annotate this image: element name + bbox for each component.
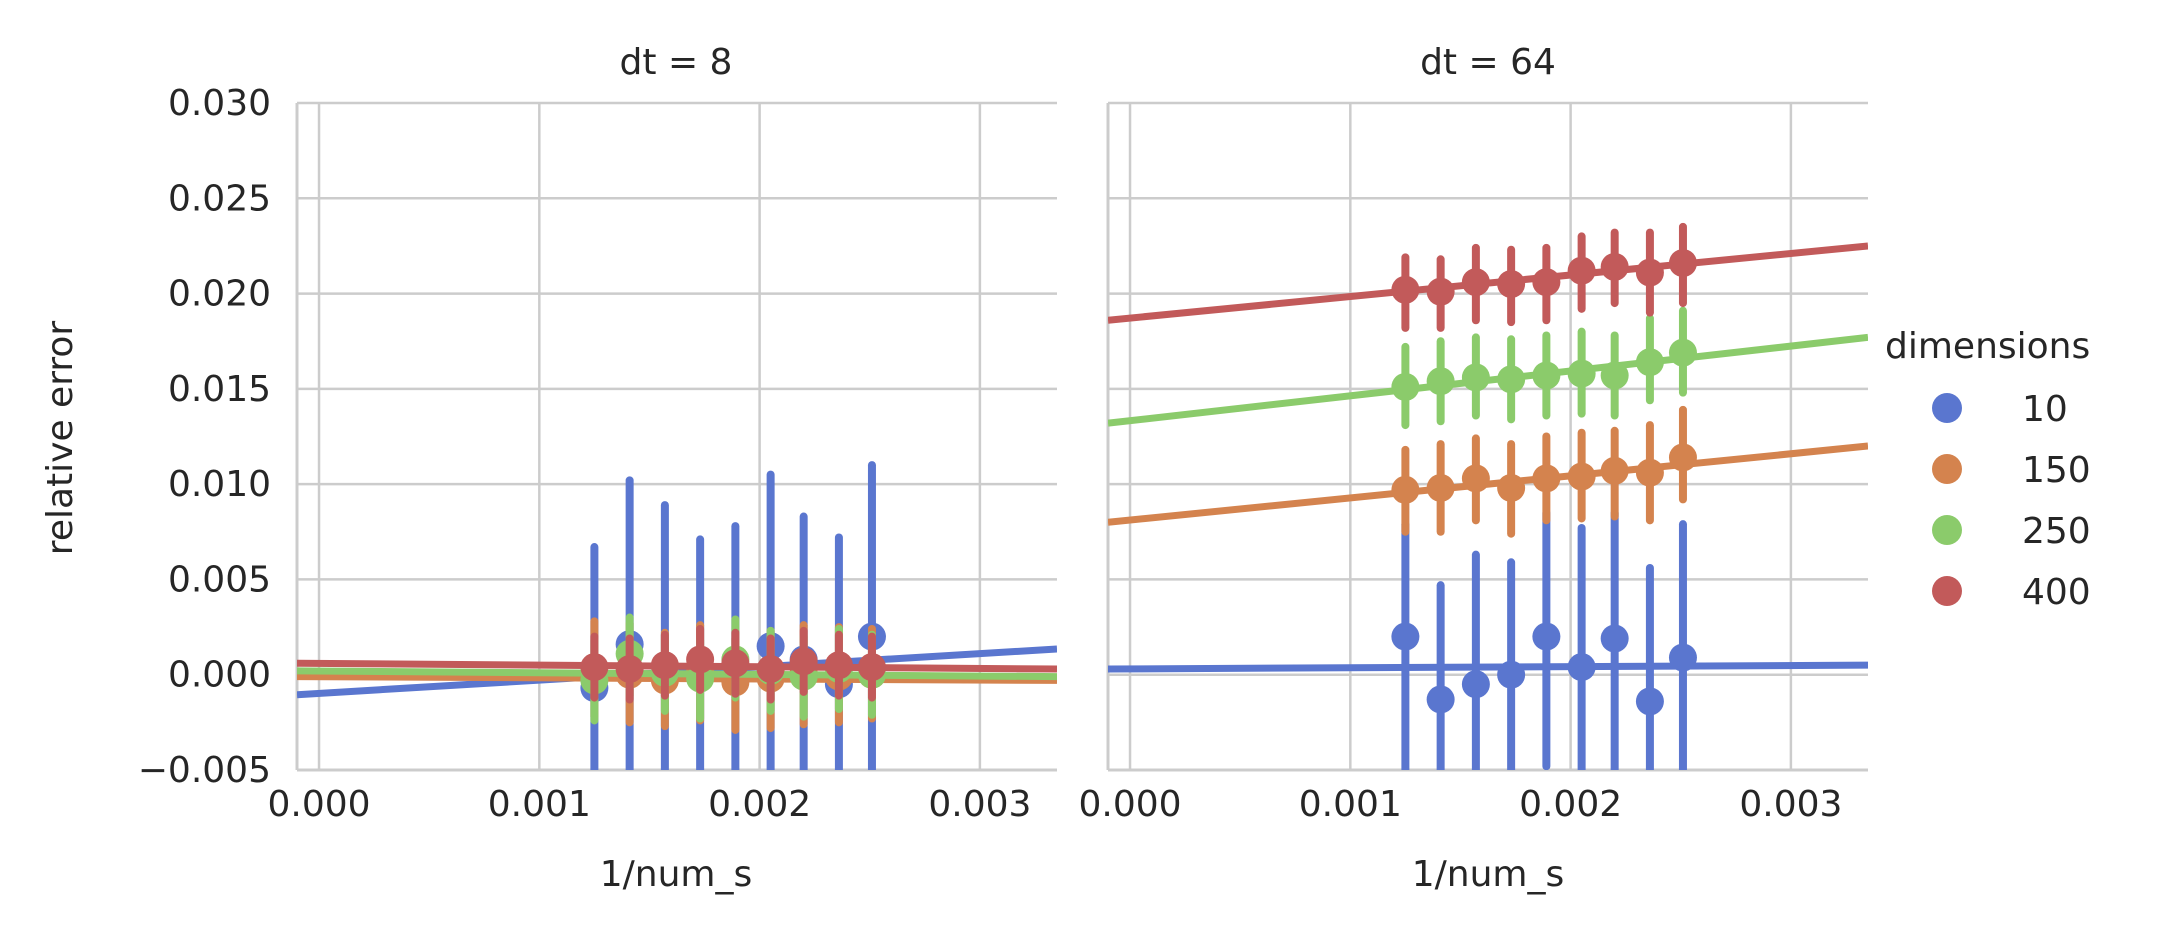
y-axis-label: relative error (40, 321, 81, 556)
data-point-10 (1532, 622, 1561, 651)
data-point-250 (1635, 348, 1664, 377)
data-point-250 (1668, 338, 1697, 367)
data-point-10 (1461, 670, 1490, 699)
x-tick-label: 0.002 (708, 784, 811, 825)
data-point-10 (1600, 624, 1629, 653)
data-point-400 (1567, 256, 1596, 285)
data-point-400 (1461, 268, 1490, 297)
data-point-400 (824, 651, 853, 680)
y-tick-label: −0.005 (138, 750, 271, 791)
data-point-250 (1426, 367, 1455, 396)
data-point-400 (721, 649, 750, 678)
series-400 (1108, 222, 1868, 332)
legend-items: 10 150 250 400 (1932, 389, 2091, 613)
data-point-10 (1635, 687, 1664, 716)
data-point-400 (615, 654, 644, 683)
data-point-250 (1391, 372, 1420, 401)
data-point-250 (1532, 361, 1561, 390)
data-point-400 (1635, 258, 1664, 287)
data-point-150 (1426, 473, 1455, 502)
legend-label-10: 10 (2022, 389, 2068, 430)
data-point-250 (1567, 359, 1596, 388)
x-tick-label: 0.003 (1739, 784, 1842, 825)
plot-area-dt-64: 0.000 0.001 0.002 0.003 (1078, 101, 1868, 825)
x-tick-label: 0.000 (1078, 784, 1181, 825)
y-tick-label: 0.030 (168, 83, 271, 124)
data-point-250 (1497, 365, 1526, 394)
data-point-150 (1391, 475, 1420, 504)
data-point-400 (1532, 268, 1561, 297)
data-point-10 (1668, 643, 1697, 672)
data-point-250 (1600, 361, 1629, 390)
legend-marker-10 (1932, 393, 1962, 423)
data-point-10 (1497, 660, 1526, 689)
data-point-10 (1567, 653, 1596, 682)
data-point-150 (1567, 462, 1596, 491)
legend-title: dimensions (1885, 326, 2090, 367)
data-point-400 (857, 653, 886, 682)
facet-title-dt-64: dt = 64 (1420, 42, 1556, 83)
data-point-400 (789, 647, 818, 676)
data-point-400 (1668, 249, 1697, 278)
x-tick-label: 0.001 (1299, 784, 1402, 825)
data-point-150 (1497, 473, 1526, 502)
data-point-400 (756, 654, 785, 683)
facet-dt-8: 0.000 0.001 0.002 0.003−0.0050.0000.0050.01… (40, 42, 1057, 895)
y-tick-label: 0.020 (168, 274, 271, 315)
x-axis-label-dt-64: 1/num_s (1412, 854, 1565, 895)
marks-dt-64 (1108, 222, 1868, 770)
y-tick-label: 0.000 (168, 655, 271, 696)
legend-label-250: 250 (2022, 511, 2091, 552)
fit-line-10 (1108, 661, 1868, 673)
data-point-10 (1391, 622, 1420, 651)
data-point-150 (1461, 464, 1490, 493)
data-point-400 (1497, 270, 1526, 299)
series-150 (1108, 405, 1868, 538)
data-point-400 (1426, 277, 1455, 306)
plot-area-dt-8: 0.000 0.001 0.002 0.003−0.0050.0000.0050.01… (138, 83, 1057, 825)
legend-label-400: 400 (2022, 572, 2091, 613)
marks-dt-8 (297, 461, 1057, 770)
data-point-400 (580, 653, 609, 682)
series-250 (1108, 306, 1868, 430)
legend: dimensions 10 150 250 400 (1885, 326, 2091, 613)
data-point-400 (1391, 275, 1420, 304)
data-point-150 (1635, 458, 1664, 487)
data-point-250 (1461, 363, 1490, 392)
x-tick-label: 0.002 (1519, 784, 1622, 825)
y-tick-label: 0.015 (168, 369, 271, 410)
data-point-150 (1600, 456, 1629, 485)
series-400 (297, 624, 1057, 704)
legend-marker-250 (1932, 515, 1962, 545)
x-tick-label: 0.000 (267, 784, 370, 825)
data-point-150 (1532, 464, 1561, 493)
facet-title-dt-8: dt = 8 (620, 42, 733, 83)
y-tick-label: 0.010 (168, 464, 271, 505)
legend-marker-150 (1932, 454, 1962, 484)
y-tick-label: 0.005 (168, 559, 271, 600)
x-tick-label: 0.003 (928, 784, 1031, 825)
series-10 (297, 461, 1057, 770)
x-axis-label-dt-8: 1/num_s (600, 854, 753, 895)
y-tick-label: 0.025 (168, 178, 271, 219)
legend-label-150: 150 (2022, 450, 2091, 491)
legend-marker-400 (1932, 576, 1962, 606)
data-point-10 (1426, 685, 1455, 714)
series-10 (1108, 508, 1868, 770)
data-point-150 (1668, 443, 1697, 472)
facet-dt-64: 0.000 0.001 0.002 0.003 dt = 64 1/num_s (1078, 42, 1868, 895)
x-tick-label: 0.001 (488, 784, 591, 825)
data-point-400 (1600, 252, 1629, 281)
data-point-400 (686, 645, 715, 674)
data-point-400 (650, 651, 679, 680)
